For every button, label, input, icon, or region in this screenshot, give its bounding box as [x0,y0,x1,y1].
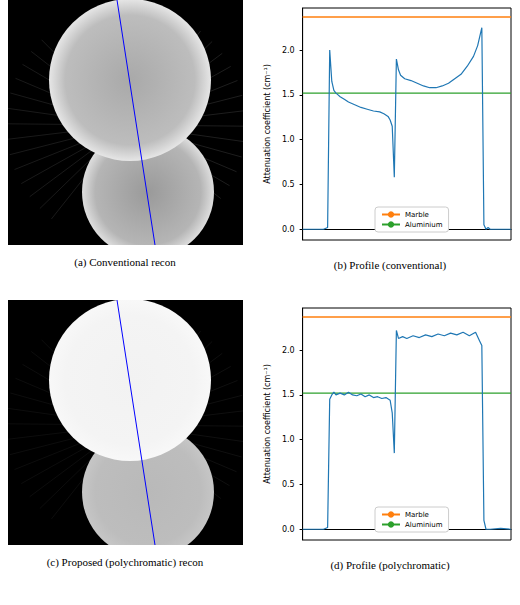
svg-text:0.0: 0.0 [282,225,295,234]
svg-text:Attenuation coefficient (cm⁻¹): Attenuation coefficient (cm⁻¹) [263,364,272,484]
svg-text:1.5: 1.5 [282,390,295,399]
svg-text:1.0: 1.0 [282,135,295,144]
html-text:(b) Profile (conventional): (b) Profile (conventional) [333,259,447,271]
svg-text:1.0: 1.0 [282,435,295,444]
svg-text:1.5: 1.5 [282,90,295,99]
svg-text:Marble: Marble [405,211,429,219]
svg-text:Aluminium: Aluminium [405,521,443,529]
html-text:(d) Profile (polychromatic): (d) Profile (polychromatic) [330,559,450,571]
svg-text:0.0: 0.0 [282,525,295,534]
svg-text:Attenuation coefficient (cm⁻¹): Attenuation coefficient (cm⁻¹) [263,64,272,184]
html-text:(c) Proposed (polychromatic) r: (c) Proposed (polychromatic) recon [46,556,204,568]
html-text:(a) Conventional recon: (a) Conventional recon [74,256,176,268]
svg-text:0.5: 0.5 [282,180,295,189]
svg-text:0.5: 0.5 [282,480,295,489]
svg-text:2.0: 2.0 [282,346,295,355]
svg-text:Marble: Marble [405,511,429,519]
svg-text:Aluminium: Aluminium [405,221,443,229]
svg-text:2.0: 2.0 [282,46,295,55]
